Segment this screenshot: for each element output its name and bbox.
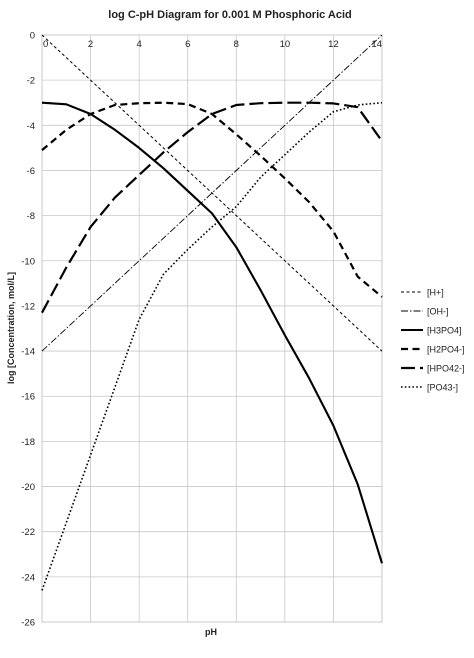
x-tick-label: 10	[280, 39, 291, 50]
y-axis-title: log [Concentration, mol/L]	[6, 272, 16, 384]
y-tick-label: 0	[30, 31, 35, 42]
series-line-po43	[41, 101, 383, 591]
x-axis-title: pH	[205, 627, 217, 637]
x-tick-label: 2	[88, 39, 93, 50]
x-tick-label: 4	[136, 39, 141, 50]
series-line-h2po4	[41, 101, 383, 298]
data-series	[41, 34, 384, 591]
x-tick-label: 8	[234, 39, 239, 50]
y-tick-label: -4	[27, 121, 35, 132]
series-line-h	[41, 34, 383, 352]
grid-lines	[41, 34, 383, 623]
series-line-h3po4	[41, 101, 384, 564]
series-line-hpo42	[41, 101, 383, 314]
series-line-oh	[41, 34, 383, 352]
legend-label-hpo42: [HPO42-]	[427, 364, 465, 374]
y-tick-label: -18	[21, 437, 35, 448]
y-tick-label: -24	[21, 572, 35, 583]
y-tick-label: -22	[21, 527, 35, 538]
y-tick-label: -26	[21, 618, 35, 629]
y-tick-label: -8	[27, 211, 35, 222]
x-tick-label: 12	[328, 39, 339, 50]
y-tick-label: -20	[21, 482, 35, 493]
chart-title: log C-pH Diagram for 0.001 M Phosphoric …	[108, 9, 351, 21]
y-tick-label: -2	[27, 76, 35, 87]
x-tick-label: 14	[371, 39, 382, 50]
y-tick-label: -12	[21, 301, 35, 312]
x-tick-label: 0	[43, 39, 48, 50]
legend-label-h3po4: [H3PO4]	[427, 326, 462, 336]
y-tick-label: -6	[27, 166, 35, 177]
legend-label-oh: [OH-]	[427, 307, 449, 317]
y-tick-label: -14	[21, 347, 35, 358]
legend-label-h: [H+]	[427, 288, 444, 298]
y-tick-label: -10	[21, 256, 35, 267]
legend: [H+] [OH-] [H3PO4] [H2PO4-] [HPO42-] [PO43-]	[401, 288, 465, 393]
x-tick-label: 6	[185, 39, 190, 50]
tick-labels: 0 2 4 6 8 10 12 14 0 -2 -4 -6 -8 -10 -12 -14 -16 -18 -20 -2…	[21, 31, 382, 629]
legend-label-po43: [PO43-]	[427, 383, 458, 393]
plot-area-frame	[41, 34, 383, 623]
legend-label-h2po4: [H2PO4-]	[427, 345, 465, 355]
y-tick-label: -16	[21, 392, 35, 403]
